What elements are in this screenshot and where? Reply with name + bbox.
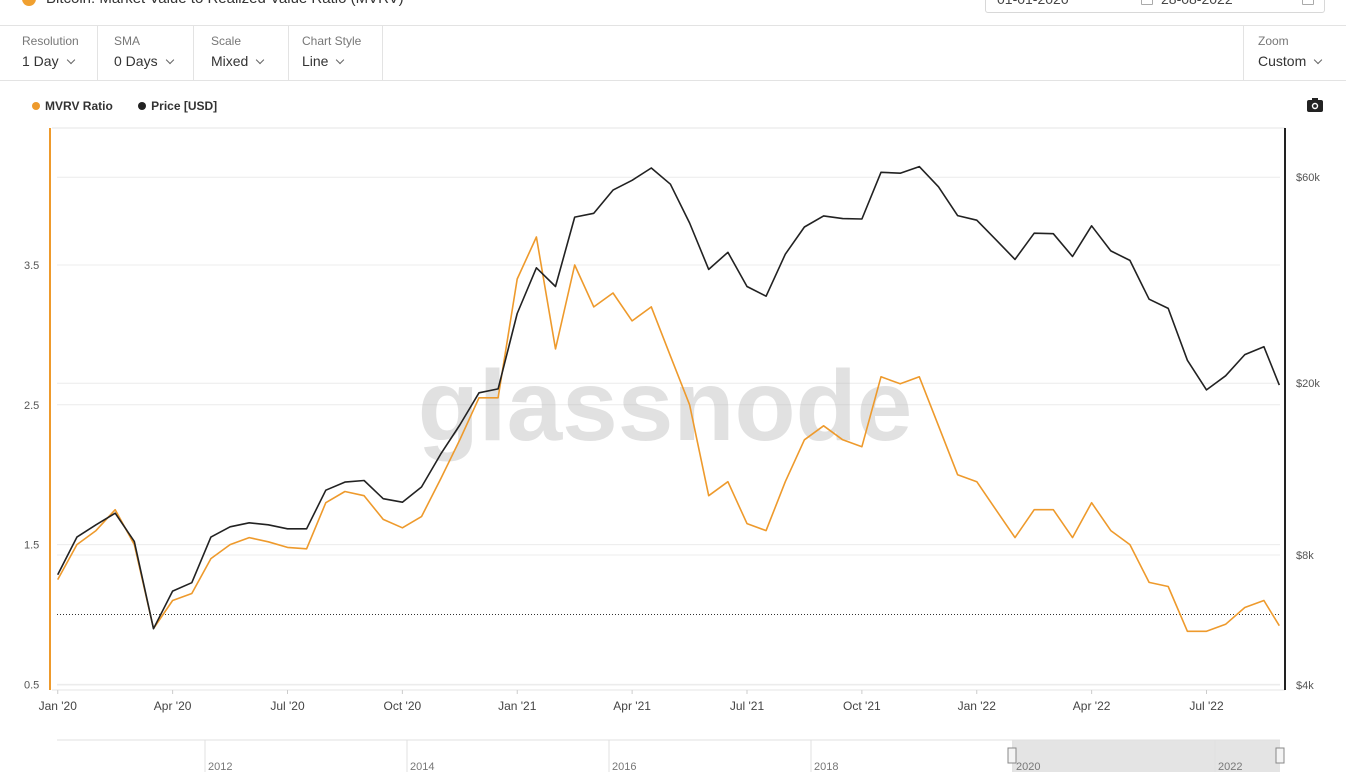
controls-bar: Resolution 1 Day SMA 0 Days Scale Mixed … <box>0 26 1346 81</box>
x-tick-label: Apr '22 <box>1073 699 1111 713</box>
x-tick-label: Oct '21 <box>843 699 881 713</box>
x-tick-label: Jul '20 <box>270 699 305 713</box>
x-tick-label: Jul '22 <box>1189 699 1224 713</box>
header: Bitcoin: Market Value to Realized Value … <box>0 0 1346 26</box>
navigator-label: 2016 <box>612 761 636 772</box>
control-label: Resolution <box>22 34 79 48</box>
navigator-label: 2022 <box>1218 761 1242 772</box>
y2-tick-label: $60k <box>1296 172 1320 184</box>
x-tick-label: Apr '20 <box>154 699 192 713</box>
control-label: Scale <box>211 34 242 48</box>
navigator-label: 2012 <box>208 761 232 772</box>
navigator-label: 2014 <box>410 761 434 772</box>
resolution-select[interactable]: Resolution 1 Day <box>8 26 98 80</box>
zoom-select[interactable]: Zoom Custom <box>1243 26 1346 80</box>
x-tick-label: Jan '22 <box>958 699 997 713</box>
x-tick-label: Jan '21 <box>498 699 537 713</box>
y2-tick-label: $8k <box>1296 550 1314 562</box>
y2-tick-label: $4k <box>1296 680 1314 692</box>
chart-style-select[interactable]: Chart Style Line <box>289 26 383 80</box>
scale-select[interactable]: Scale Mixed <box>194 26 289 80</box>
legend-label: Price [USD] <box>151 99 218 113</box>
y-tick-label: 0.5 <box>24 679 39 691</box>
series-line <box>56 165 1281 630</box>
control-value[interactable]: 1 Day <box>22 53 59 69</box>
date-to[interactable]: 28-08-2022 <box>1161 0 1233 7</box>
control-label: Chart Style <box>302 34 362 48</box>
watermark: glassnode <box>418 350 913 462</box>
y-tick-label: 1.5 <box>24 540 39 552</box>
date-range[interactable]: 01-01-2020 28-08-2022 <box>985 0 1325 13</box>
y-tick-label: 3.5 <box>24 260 39 272</box>
navigator-handle[interactable] <box>1275 747 1285 764</box>
legend-swatch <box>32 102 40 110</box>
control-label: SMA <box>114 34 141 48</box>
navigator-window <box>1012 740 1280 772</box>
control-value[interactable]: Mixed <box>211 53 249 69</box>
control-label: Zoom <box>1258 34 1289 48</box>
navigator-label: 2020 <box>1016 761 1040 772</box>
legend: MVRV Ratio Price [USD] <box>32 99 239 113</box>
x-tick-label: Jul '21 <box>730 699 765 713</box>
chart-title: Bitcoin: Market Value to Realized Value … <box>46 0 404 9</box>
control-value[interactable]: 0 Days <box>114 53 158 69</box>
calendar-icon <box>1141 0 1153 5</box>
calendar-icon <box>1302 0 1314 5</box>
legend-item[interactable]: MVRV Ratio <box>32 99 113 113</box>
navigator: 2012 2014 2016 2018 2020 2022 <box>57 739 1285 772</box>
navigator-handle[interactable] <box>1007 747 1017 764</box>
date-from[interactable]: 01-01-2020 <box>997 0 1069 7</box>
control-value[interactable]: Custom <box>1258 53 1307 69</box>
series-line <box>56 236 1280 633</box>
legend-swatch <box>138 102 147 110</box>
legend-item[interactable]: Price [USD] <box>138 99 217 113</box>
camera-icon[interactable] <box>1307 98 1323 112</box>
y2-tick-label: $20k <box>1296 378 1320 390</box>
asset-icon <box>22 0 36 6</box>
y-tick-label: 2.5 <box>24 400 39 412</box>
x-tick-label: Apr '21 <box>613 699 651 713</box>
x-tick-label: Jan '20 <box>39 699 78 713</box>
control-value[interactable]: Line <box>302 53 329 69</box>
navigator-label: 2018 <box>814 761 838 772</box>
legend-label: MVRV Ratio <box>45 99 113 113</box>
sma-select[interactable]: SMA 0 Days <box>98 26 194 80</box>
x-tick-label: Oct '20 <box>384 699 422 713</box>
